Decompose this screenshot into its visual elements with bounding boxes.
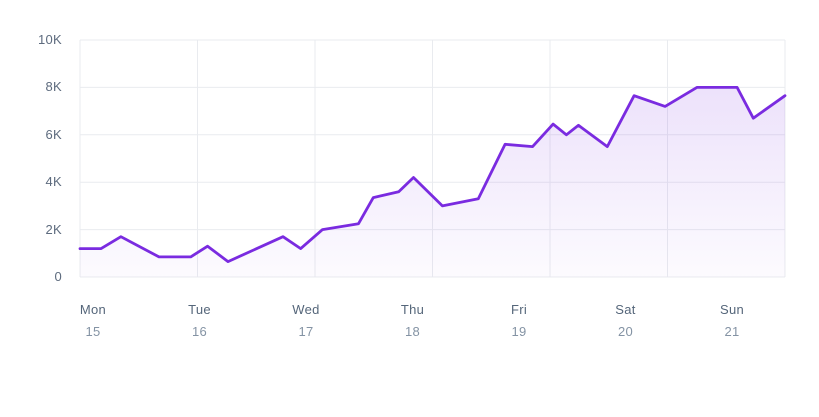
y-tick-label: 4K [45, 174, 62, 190]
day-name: Fri [510, 302, 528, 317]
x-day-label: Fri 19 [511, 302, 527, 340]
y-tick-label: 2K [45, 221, 62, 237]
x-day-label: Wed 17 [292, 302, 319, 340]
day-date: 15 [85, 324, 101, 339]
chart-canvas [78, 39, 787, 278]
series-area [80, 87, 785, 278]
y-tick-label: 0 [54, 269, 62, 284]
day-date: 16 [191, 324, 208, 339]
day-name: Sat [615, 302, 636, 317]
day-date: 17 [298, 324, 314, 339]
plot-area [78, 39, 787, 278]
x-day-label: Tue 16 [188, 302, 211, 340]
y-tick-label: 6K [45, 126, 62, 142]
y-tick-label: 8K [45, 79, 62, 95]
y-axis: 0 2K 4K 6K 8K 10K [0, 0, 62, 417]
x-day-label: Thu 18 [401, 302, 424, 340]
day-date: 19 [511, 324, 527, 339]
day-name: Wed [292, 302, 320, 317]
x-day-label: Sat 20 [615, 302, 635, 340]
day-name: Sun [719, 302, 745, 317]
day-date: 18 [404, 324, 421, 339]
day-date: 20 [617, 324, 634, 339]
x-day-label: Sun 21 [720, 302, 744, 340]
day-name: Mon [79, 302, 107, 317]
day-name: Thu [400, 302, 425, 317]
day-name: Tue [188, 302, 211, 317]
x-day-label: Mon 15 [80, 302, 106, 340]
y-tick-label: 10K [37, 32, 62, 47]
day-date: 21 [724, 324, 740, 339]
series-line [78, 86, 787, 263]
